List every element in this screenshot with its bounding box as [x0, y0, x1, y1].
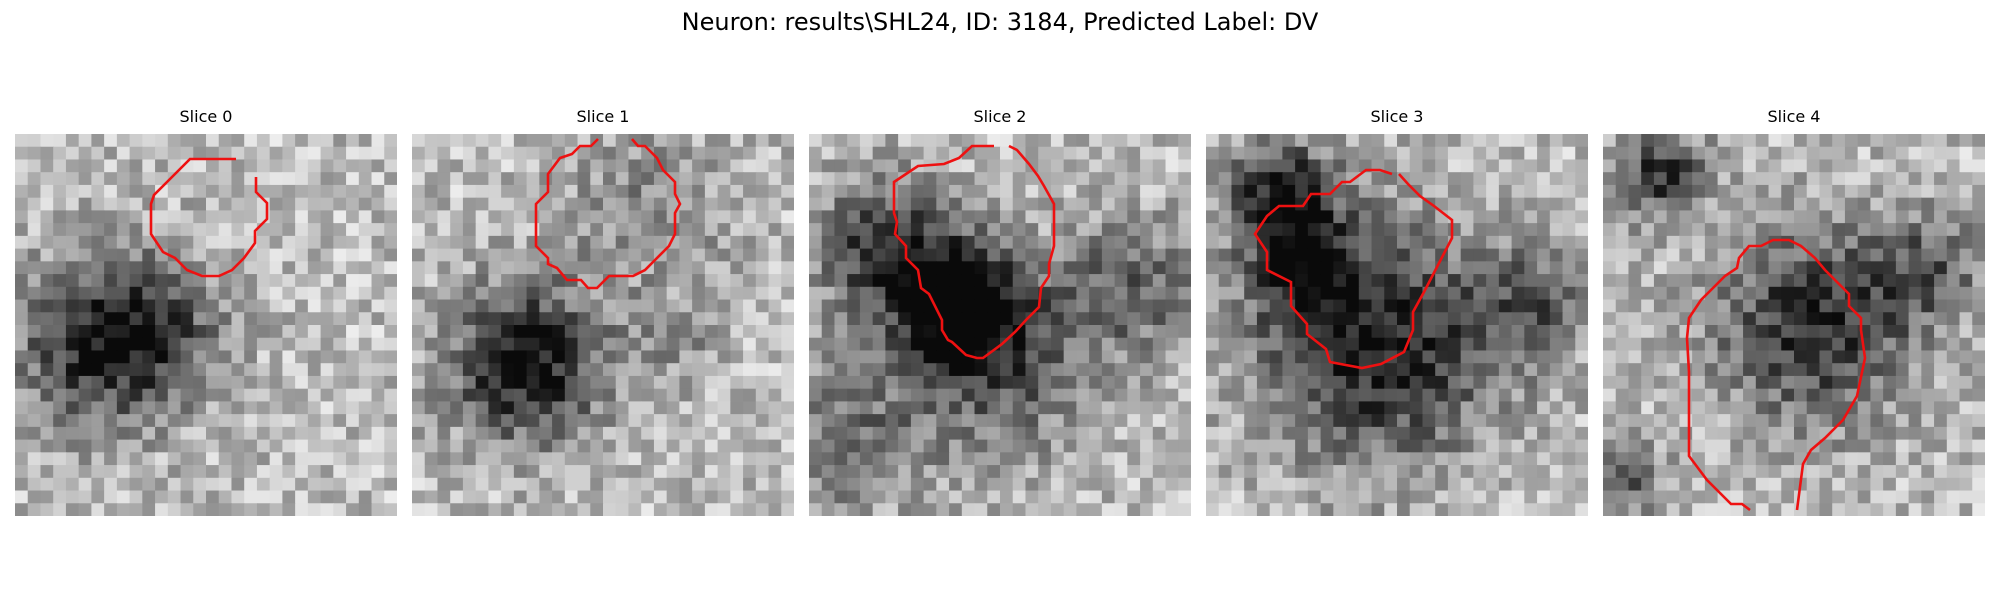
slice-0-title: Slice 0 — [179, 107, 233, 126]
slice-4-image — [1603, 134, 1985, 516]
slice-3-pixels — [1206, 134, 1588, 516]
slice-1-panel: Slice 1 — [412, 107, 794, 516]
slice-3-contour — [1253, 168, 1454, 370]
slice-1-image — [412, 134, 794, 516]
slice-2-image — [809, 134, 1191, 516]
slice-2-title: Slice 2 — [973, 107, 1027, 126]
slice-4-pixels — [1603, 134, 1985, 516]
slice-4-contour — [1685, 238, 1867, 512]
slice-0-pixels — [15, 134, 397, 516]
slice-1-title: Slice 1 — [576, 107, 630, 126]
slice-0-panel: Slice 0 — [15, 107, 397, 516]
slice-3-panel: Slice 3 — [1206, 107, 1588, 516]
slice-0-contour — [149, 157, 269, 278]
slice-0-image — [15, 134, 397, 516]
slice-2-panel: Slice 2 — [809, 107, 1191, 516]
slice-2-pixels — [809, 134, 1191, 516]
slice-1-pixels — [412, 134, 794, 516]
slice-2-contour — [892, 144, 1056, 360]
slice-4-title: Slice 4 — [1767, 107, 1821, 126]
slice-3-title: Slice 3 — [1370, 107, 1424, 126]
figure-title: Neuron: results\SHL24, ID: 3184, Predict… — [681, 8, 1319, 36]
slice-1-contour — [534, 138, 682, 290]
slice-3-image — [1206, 134, 1588, 516]
slice-4-panel: Slice 4 — [1603, 107, 1985, 516]
